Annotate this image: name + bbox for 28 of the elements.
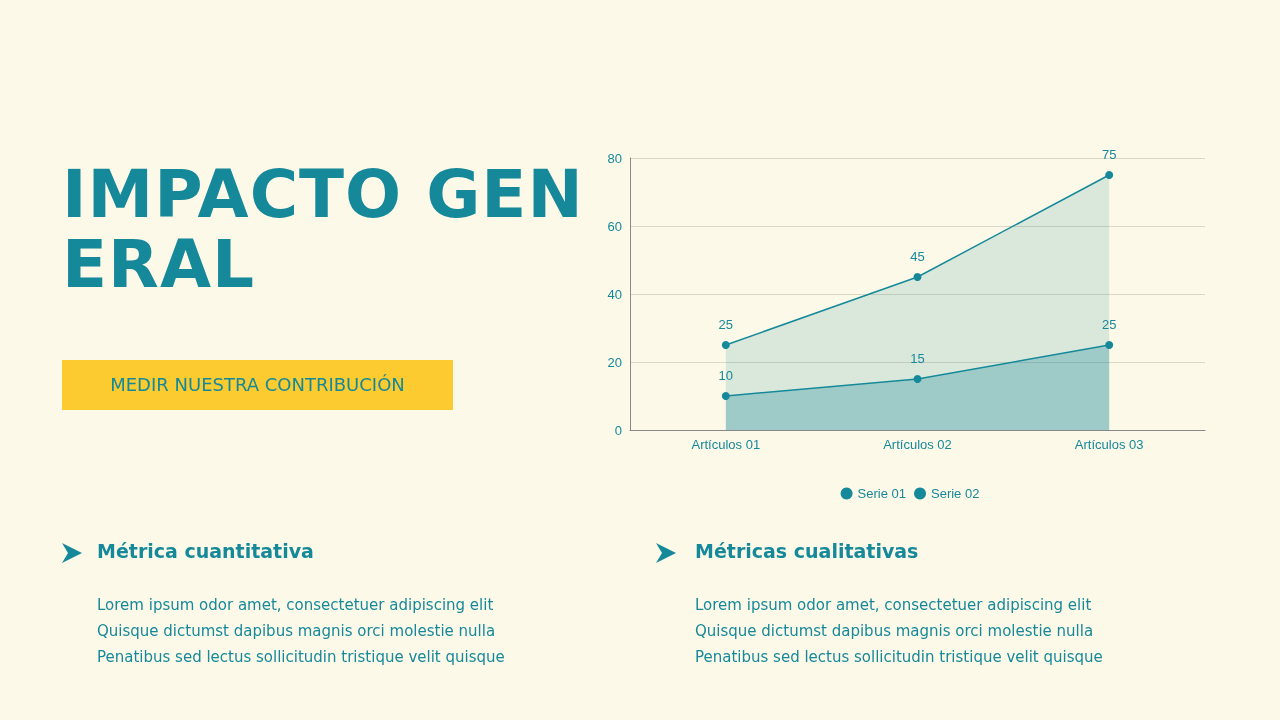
point	[913, 375, 922, 383]
data-label: 45	[910, 249, 925, 264]
y-tick-label: 0	[614, 422, 622, 438]
data-label: 10	[718, 368, 734, 383]
legend-label: Serie 01	[857, 486, 906, 501]
text: IMPACTO GENERAL	[62, 156, 585, 303]
x-tick-label: Artículos 03	[1074, 437, 1144, 452]
data-label: 75	[1101, 147, 1117, 162]
x-tick-label: Artículos 01	[691, 437, 761, 452]
x-tick-label: Artículos 02	[883, 437, 952, 452]
text: Métrica cuantitativa	[97, 540, 314, 562]
y-tick-label: 40	[607, 286, 622, 302]
y-tick-label: 80	[607, 150, 622, 166]
point	[1105, 171, 1114, 179]
text: MEDIR NUESTRA CONTRIBUCIÓN	[62, 360, 453, 410]
legend-label: Serie 02	[931, 486, 980, 501]
text: Lorem ipsum odor amet, consectetuer adipiscing elit Quisque dictumst dapibus magnis orci molestie nulla Penatibus sed lectus sollicitudin tristique velit quisque	[97, 595, 505, 668]
text: Lorem ipsum odor amet, consectetuer adipiscing elit Quisque dictumst dapibus magnis orci molestie nulla Penatibus sed lectus sollicitudin tristique velit quisque	[695, 595, 1103, 668]
point	[913, 273, 922, 281]
point	[721, 392, 730, 400]
data-label: 15	[910, 351, 925, 366]
data-label: 25	[718, 317, 734, 332]
text: Métricas cualitativas	[695, 540, 919, 562]
data-label: 25	[1101, 317, 1117, 332]
point	[1105, 341, 1114, 349]
y-tick-label: 60	[607, 218, 622, 234]
point	[721, 341, 730, 349]
y-tick-label: 20	[607, 354, 622, 370]
